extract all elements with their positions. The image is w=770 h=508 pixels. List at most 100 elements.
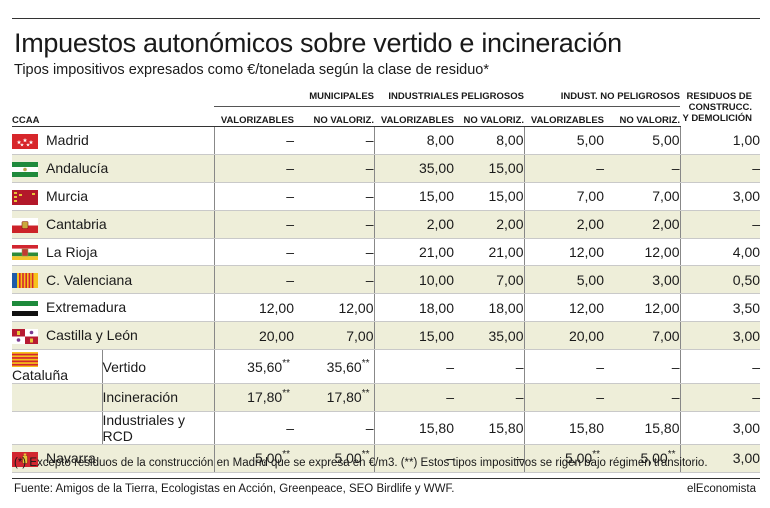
cell-value: – xyxy=(752,216,761,233)
cell-value: 3,00 xyxy=(732,327,761,344)
cell-value: – xyxy=(446,389,454,406)
transitional-mark: ** xyxy=(361,388,370,400)
cell-value: 3,00 xyxy=(732,419,761,436)
cell-ip-no-valoriz: 2,00 xyxy=(454,210,524,239)
cell-value: 0,50 xyxy=(732,271,761,288)
cell-residuos-construccion: – xyxy=(679,210,761,239)
cell-inp-no-valoriz: 7,00 xyxy=(604,321,681,351)
cell-ip-valorizables: 2,00 xyxy=(373,210,454,239)
col-ip-no-valoriz: NO VALORIZ. xyxy=(454,106,524,127)
group-indust-no-peligrosos: INDUST. NO PELIGROSOS xyxy=(524,87,681,107)
cell-value: 15,80 xyxy=(568,419,604,436)
region-name: C. Valenciana xyxy=(46,271,133,288)
cell-value: 12,00 xyxy=(568,299,604,316)
cell-value: – xyxy=(286,271,294,288)
cell-ip-valorizables: 15,80 xyxy=(373,411,454,445)
cell-value: – xyxy=(365,160,374,177)
cell-mun-no-valoriz: 35,60** xyxy=(294,349,374,384)
cell-residuos-construccion: 4,00 xyxy=(679,238,761,267)
cell-value: 2,00 xyxy=(496,216,524,233)
cell-mun-valorizables: – xyxy=(213,182,294,211)
cell-residuos-construccion: 0,50 xyxy=(679,265,761,295)
cell-mun-valorizables: – xyxy=(213,210,294,239)
cell-inp-no-valoriz: – xyxy=(604,383,681,412)
empty-region-cell xyxy=(12,411,102,445)
table-row: Andalucía – – 35,00 15,00 – – – xyxy=(12,154,761,183)
region-name: Cantabria xyxy=(46,215,107,232)
cell-inp-valorizables: 12,00 xyxy=(523,238,604,267)
cell-ip-no-valoriz: 15,00 xyxy=(454,154,524,183)
cell-mun-valorizables: 12,00 xyxy=(213,293,294,323)
cell-value: 35,60 xyxy=(326,358,362,375)
cell-value: 7,00 xyxy=(652,327,680,344)
cell-value: 18,00 xyxy=(418,299,454,316)
cell-mun-valorizables: – xyxy=(213,411,294,445)
table-row: Incineración 17,80** 17,80** – – – – – xyxy=(12,383,761,412)
cell-value: 20,00 xyxy=(568,327,604,344)
region-cell: Madrid xyxy=(12,126,214,155)
cell-inp-valorizables: 5,00 xyxy=(523,126,604,155)
cell-value: 12,00 xyxy=(644,244,680,260)
cell-ip-no-valoriz: 15,80 xyxy=(454,411,524,445)
cell-ip-valorizables: 8,00 xyxy=(373,126,454,155)
col-ccaa: CCAA xyxy=(12,106,214,127)
cell-value: – xyxy=(446,358,454,375)
cell-residuos-construccion: – xyxy=(679,383,761,412)
cell-ip-valorizables: 18,00 xyxy=(373,293,454,323)
cell-residuos-construccion: – xyxy=(679,349,761,384)
region-cell: La Rioja xyxy=(12,238,214,267)
cell-mun-valorizables: 20,00 xyxy=(213,321,294,351)
cell-mun-no-valoriz: – xyxy=(294,126,374,155)
region-name: Murcia xyxy=(46,187,89,204)
table-row: Castilla y León 20,00 7,00 15,00 35,00 20,00 7… xyxy=(12,321,761,351)
region-cell: Murcia xyxy=(12,182,214,211)
cell-value: – xyxy=(365,132,374,149)
cell-inp-no-valoriz: 5,00 xyxy=(604,126,681,155)
transitional-mark: ** xyxy=(282,449,290,461)
cell-ip-valorizables: 10,00 xyxy=(373,265,454,295)
cell-value: 1,00 xyxy=(732,132,761,149)
region-name: La Rioja xyxy=(46,243,98,260)
cell-mun-no-valoriz: – xyxy=(294,182,374,211)
cell-mun-no-valoriz: 17,80** xyxy=(294,383,374,412)
cell-inp-no-valoriz: 12,00 xyxy=(604,293,681,323)
region-name: Cataluña xyxy=(12,366,69,383)
cell-value: 35,00 xyxy=(418,160,454,177)
cell-inp-valorizables: 20,00 xyxy=(523,321,604,351)
footnote: (*) Excepto residuos de la construcción … xyxy=(14,457,708,469)
transitional-mark: ** xyxy=(361,449,370,461)
cell-mun-no-valoriz: – xyxy=(294,154,374,183)
cell-value: – xyxy=(515,389,524,406)
cell-ip-no-valoriz: 35,00 xyxy=(454,321,524,351)
table-row: Cantabria – – 2,00 2,00 2,00 2,00 – xyxy=(12,210,761,239)
footer-rule xyxy=(12,478,760,479)
cell-value: – xyxy=(365,216,374,233)
col-mun-valorizables: VALORIZABLES xyxy=(214,106,294,127)
cell-inp-no-valoriz: 15,80 xyxy=(604,411,681,445)
cell-value: – xyxy=(286,244,294,260)
cell-mun-valorizables: – xyxy=(213,154,294,183)
cell-inp-no-valoriz: 12,00 xyxy=(604,238,681,267)
cell-mun-valorizables: 35,60** xyxy=(213,349,294,384)
cell-value: 2,00 xyxy=(652,216,680,233)
cantabria-flag-icon xyxy=(12,217,38,233)
cell-value: 5,00 xyxy=(576,132,604,149)
table-row: Industriales y RCD – – 15,80 15,80 15,80 15,80… xyxy=(12,411,761,445)
madrid-flag-icon xyxy=(12,133,38,149)
cell-mun-no-valoriz: 5,00** xyxy=(294,444,374,473)
cell-ip-valorizables: 35,00 xyxy=(373,154,454,183)
cell-value: 15,80 xyxy=(488,419,524,436)
cell-value: – xyxy=(596,358,604,375)
cell-inp-valorizables: – xyxy=(523,154,604,183)
cell-value: 15,80 xyxy=(644,419,680,436)
cell-mun-no-valoriz: – xyxy=(294,210,374,239)
cell-ip-no-valoriz: 18,00 xyxy=(454,293,524,323)
valencia-flag-icon xyxy=(12,273,38,289)
cell-ip-valorizables: 21,00 xyxy=(373,238,454,267)
cell-value: – xyxy=(752,160,761,177)
cell-ip-no-valoriz: – xyxy=(454,383,524,412)
cell-ip-no-valoriz: – xyxy=(454,349,524,384)
region-cell: Andalucía xyxy=(12,154,214,183)
cell-value: 3,00 xyxy=(732,188,761,205)
cell-value: 3,00 xyxy=(652,271,680,288)
